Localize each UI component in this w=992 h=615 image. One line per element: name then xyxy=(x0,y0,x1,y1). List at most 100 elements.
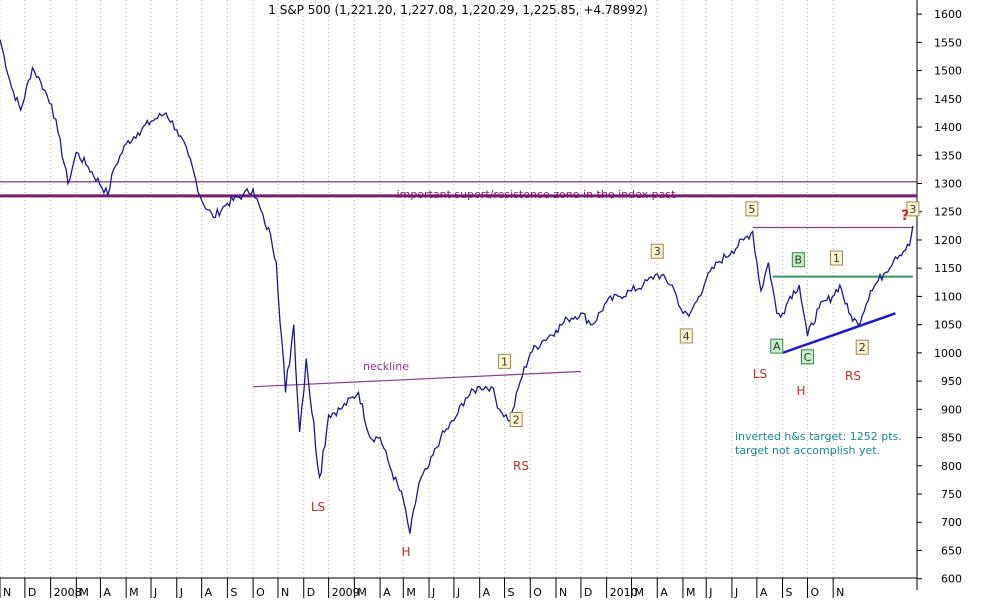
wave-label-text: 4 xyxy=(683,330,690,343)
x-tick-label: J xyxy=(153,586,157,599)
y-tick-label: 700 xyxy=(941,516,962,529)
wave-label: 1 xyxy=(498,353,512,369)
wave-label-box xyxy=(650,243,664,259)
wave-label-text: 2 xyxy=(859,341,866,354)
x-tick-label: A xyxy=(205,586,213,599)
wave-label-text: 3 xyxy=(909,203,916,216)
wave-label: 4 xyxy=(679,328,693,344)
x-tick-label: S xyxy=(230,586,237,599)
y-axis: 600 650 700 750 800 850 900 950 1000 1050 1100 1150… xyxy=(916,0,962,590)
y-tick-label: 950 xyxy=(941,375,962,388)
h-left-label: H xyxy=(401,545,410,559)
x-tick-label: 2009 xyxy=(332,586,360,599)
y-tick-label: 1600 xyxy=(934,8,962,21)
x-tick-label: N xyxy=(559,586,567,599)
x-tick-label: N xyxy=(3,586,11,599)
chart-title: 1 S&P 500 (1,221.20, 1,227.08, 1,220.29,… xyxy=(268,3,648,17)
wave-label: B xyxy=(791,252,805,268)
x-tick-label: M xyxy=(79,586,89,599)
y-tick-label: 1000 xyxy=(934,347,962,360)
wave-label: 1 xyxy=(830,250,844,266)
zone-annotation: important suport/resistence zone in the … xyxy=(397,188,677,201)
x-tick-label: D xyxy=(28,586,36,599)
price-series-line xyxy=(0,39,914,534)
wave-label-box xyxy=(498,353,512,369)
wave-label-text: 3 xyxy=(654,245,661,258)
target-note-line2: target not accomplish yet. xyxy=(735,444,880,457)
x-tick-label: N xyxy=(836,586,844,599)
x-tick-label: N xyxy=(281,586,289,599)
y-tick-label: 1550 xyxy=(934,36,962,49)
x-tick-label: A xyxy=(760,586,768,599)
rs-right-label: RS xyxy=(845,369,861,383)
x-tick-label: D xyxy=(307,586,315,599)
x-tick-label: M xyxy=(635,586,645,599)
x-tick-label: J xyxy=(456,586,460,599)
y-tick-label: 1200 xyxy=(934,234,962,247)
x-tick-label: J xyxy=(708,586,712,599)
wave-label-text: B xyxy=(795,254,803,267)
x-tick-label: M xyxy=(129,586,139,599)
x-tick-label: M xyxy=(357,586,367,599)
x-tick-label: J xyxy=(179,586,183,599)
wave-label-box xyxy=(906,201,920,217)
x-tick-label: O xyxy=(810,586,819,599)
wave-label-box xyxy=(745,201,759,217)
wave-label-text: 1 xyxy=(833,252,840,265)
wave-label: 3 xyxy=(650,243,664,259)
x-tick-label: A xyxy=(103,586,111,599)
y-tick-label: 1400 xyxy=(934,121,962,134)
x-tick-label: J xyxy=(431,586,435,599)
x-tick-label: A xyxy=(660,586,668,599)
x-tick-label: M xyxy=(406,586,416,599)
y-tick-label: 1250 xyxy=(934,206,962,219)
wave-label-box xyxy=(800,349,814,365)
target-note-line1: inverted h&s target: 1252 pts. xyxy=(735,430,902,443)
wave-label: C xyxy=(800,349,814,365)
wave-label-box xyxy=(830,250,844,266)
wave-labels: 1 2 3 4 5 A B C 1 2 3 xyxy=(498,201,920,427)
y-tick-label: 800 xyxy=(941,460,962,473)
wave-label: 2 xyxy=(855,339,869,355)
rs-left-label: RS xyxy=(513,459,529,473)
y-tick-label: 750 xyxy=(941,488,962,501)
wave-label-text: 2 xyxy=(513,413,520,426)
wave-label-box xyxy=(791,252,805,268)
y-tick-label: 900 xyxy=(941,403,962,416)
y-tick-label: 1050 xyxy=(934,319,962,332)
ls-right-label: LS xyxy=(753,367,767,381)
wave-label-text: 1 xyxy=(501,355,508,368)
y-tick-label: 650 xyxy=(941,544,962,557)
x-tick-label: O xyxy=(533,586,542,599)
neckline-trendline xyxy=(253,370,581,388)
x-tick-label: M xyxy=(686,586,696,599)
wave-label-text: 5 xyxy=(748,203,755,216)
y-tick-label: 1450 xyxy=(934,93,962,106)
wave-label: A xyxy=(770,338,784,354)
y-tick-label: 1500 xyxy=(934,65,962,78)
wave-label-box xyxy=(679,328,693,344)
x-tick-label: 2010 xyxy=(610,586,638,599)
x-tick-label: S xyxy=(786,586,793,599)
wave-label: 3 xyxy=(906,201,920,217)
y-tick-label: 850 xyxy=(941,432,962,445)
x-tick-label: O xyxy=(256,586,265,599)
question-mark: ? xyxy=(901,208,909,224)
x-tick-label: A xyxy=(383,586,391,599)
x-tick-label: 2008 xyxy=(54,586,82,599)
x-tick-label: D xyxy=(584,586,592,599)
y-tick-label: 1300 xyxy=(934,177,962,190)
x-tick-label: A xyxy=(483,586,491,599)
h-right-label: H xyxy=(796,384,805,398)
wave-label: 5 xyxy=(745,201,759,217)
ls-left-label: LS xyxy=(311,500,325,514)
wave-label-text: A xyxy=(773,340,781,353)
neckline-annotation: neckline xyxy=(363,360,409,373)
x-tick-label: S xyxy=(508,586,515,599)
wave-label-text: C xyxy=(804,351,812,364)
rising-trendline xyxy=(782,312,896,355)
wave-label-box xyxy=(855,339,869,355)
